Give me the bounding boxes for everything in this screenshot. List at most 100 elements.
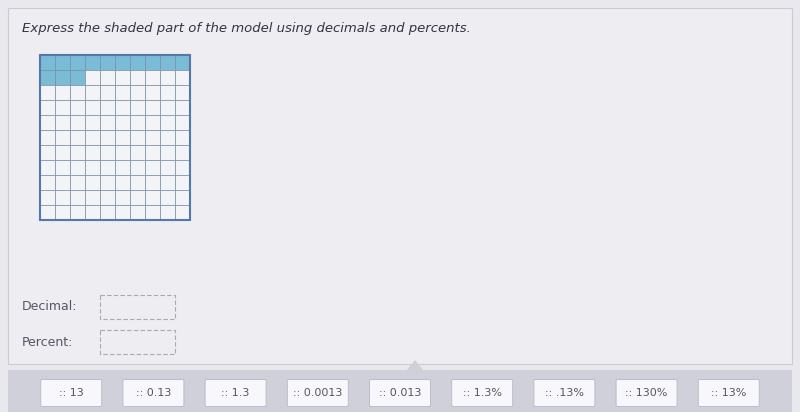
Text: Decimal:: Decimal: [22,300,78,314]
Bar [160,115,175,130]
Bar [100,145,115,160]
Bar [55,145,70,160]
Bar [100,55,115,70]
Bar [70,145,85,160]
Bar [40,160,55,175]
Bar [145,175,160,190]
Text: Percent:: Percent: [22,335,74,349]
Bar [145,115,160,130]
Bar [145,160,160,175]
FancyBboxPatch shape [287,379,348,407]
Bar [85,175,100,190]
FancyBboxPatch shape [616,379,677,407]
Bar [130,190,145,205]
Bar [130,115,145,130]
Bar [100,100,115,115]
Bar [70,160,85,175]
Bar [160,190,175,205]
Bar [115,160,130,175]
Bar [160,205,175,220]
FancyBboxPatch shape [123,379,184,407]
Bar [40,205,55,220]
Bar [130,85,145,100]
Bar [145,190,160,205]
Text: Express the shaded part of the model using decimals and percents.: Express the shaded part of the model usi… [22,22,471,35]
Text: :: 0.013: :: 0.013 [379,388,421,398]
Bar [115,115,130,130]
Bar [85,190,100,205]
Bar [40,115,55,130]
Bar [40,55,55,70]
Bar [130,160,145,175]
Bar [175,55,190,70]
Bar [100,130,115,145]
Bar [175,175,190,190]
Bar [55,70,70,85]
Text: :: 0.0013: :: 0.0013 [293,388,342,398]
Bar [115,190,130,205]
Bar [85,130,100,145]
Bar [8,370,792,412]
Bar [100,190,115,205]
Bar [85,100,100,115]
FancyBboxPatch shape [41,379,102,407]
FancyBboxPatch shape [452,379,513,407]
FancyBboxPatch shape [8,8,792,364]
Bar [145,130,160,145]
Bar [55,160,70,175]
Text: :: 13: :: 13 [59,388,83,398]
FancyBboxPatch shape [534,379,595,407]
Bar [130,205,145,220]
Bar [55,190,70,205]
Bar [145,100,160,115]
Bar [160,55,175,70]
Bar [85,115,100,130]
Text: :: 0.13: :: 0.13 [136,388,171,398]
Bar [160,175,175,190]
Bar [175,145,190,160]
Bar [100,295,175,319]
Bar [145,55,160,70]
Bar [145,70,160,85]
Bar [85,145,100,160]
Bar [100,160,115,175]
Bar [55,85,70,100]
Bar [145,205,160,220]
Bar [130,70,145,85]
Text: :: .13%: :: .13% [545,388,584,398]
Bar [70,85,85,100]
Bar [40,175,55,190]
Bar [70,175,85,190]
Bar [130,100,145,115]
Bar [130,145,145,160]
Bar [115,55,130,70]
Bar [55,115,70,130]
Bar [175,100,190,115]
Bar [100,70,115,85]
Bar [115,205,130,220]
Bar [55,100,70,115]
FancyBboxPatch shape [205,379,266,407]
Bar [160,100,175,115]
Bar [175,130,190,145]
Bar [40,85,55,100]
Bar [115,145,130,160]
Bar [40,190,55,205]
Bar [100,175,115,190]
Text: :: 1.3: :: 1.3 [222,388,250,398]
Bar [175,190,190,205]
FancyBboxPatch shape [370,379,430,407]
Bar [160,130,175,145]
Bar [85,160,100,175]
Bar [40,55,190,220]
Bar [55,175,70,190]
Bar [55,130,70,145]
Text: :: 1.3%: :: 1.3% [462,388,502,398]
Bar [115,130,130,145]
Bar [55,55,70,70]
Bar [160,160,175,175]
Bar [70,190,85,205]
Bar [115,85,130,100]
Bar [160,85,175,100]
Bar [130,175,145,190]
